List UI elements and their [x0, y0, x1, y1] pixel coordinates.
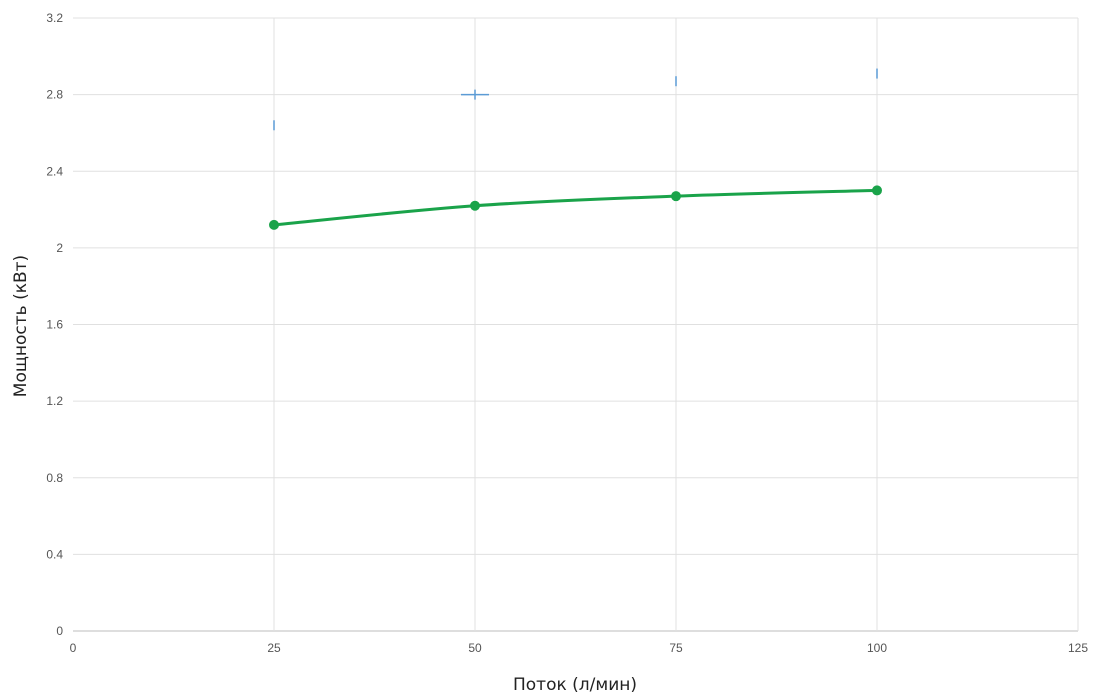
x-tick-label: 100 [867, 641, 887, 655]
series-point [671, 191, 681, 202]
x-tick-label: 25 [267, 641, 281, 655]
x-tick-label: 50 [468, 641, 482, 655]
series-line [272, 188, 879, 227]
y-tick-label: 1.2 [46, 394, 63, 408]
y-tick-label: 2.8 [46, 88, 63, 102]
x-tick-label: 0 [70, 641, 77, 655]
series-point [470, 200, 480, 211]
series-layer [269, 68, 882, 230]
y-tick-label: 2.4 [46, 164, 63, 178]
y-tick-label: 3.2 [46, 11, 63, 25]
series-point [872, 185, 882, 196]
y-axis-title: Мощность (кВт) [11, 255, 31, 397]
y-axis-ticks: 0 0.4 0.8 1.2 1.6 2 2.4 2.8 3.2 [46, 11, 63, 638]
y-tick-label: 2 [56, 241, 63, 255]
grid-lines [73, 17, 1079, 632]
y-tick-label: 0.8 [46, 471, 63, 485]
y-tick-label: 1.6 [46, 318, 63, 332]
x-axis-ticks: 0 25 50 75 100 125 [70, 641, 1089, 655]
x-tick-label: 75 [669, 641, 683, 655]
y-tick-label: 0.4 [46, 547, 63, 561]
y-tick-label: 0 [56, 624, 63, 638]
x-tick-label: 125 [1068, 641, 1088, 655]
x-axis-title: Поток (л/мин) [513, 675, 637, 695]
series-point [269, 219, 279, 230]
